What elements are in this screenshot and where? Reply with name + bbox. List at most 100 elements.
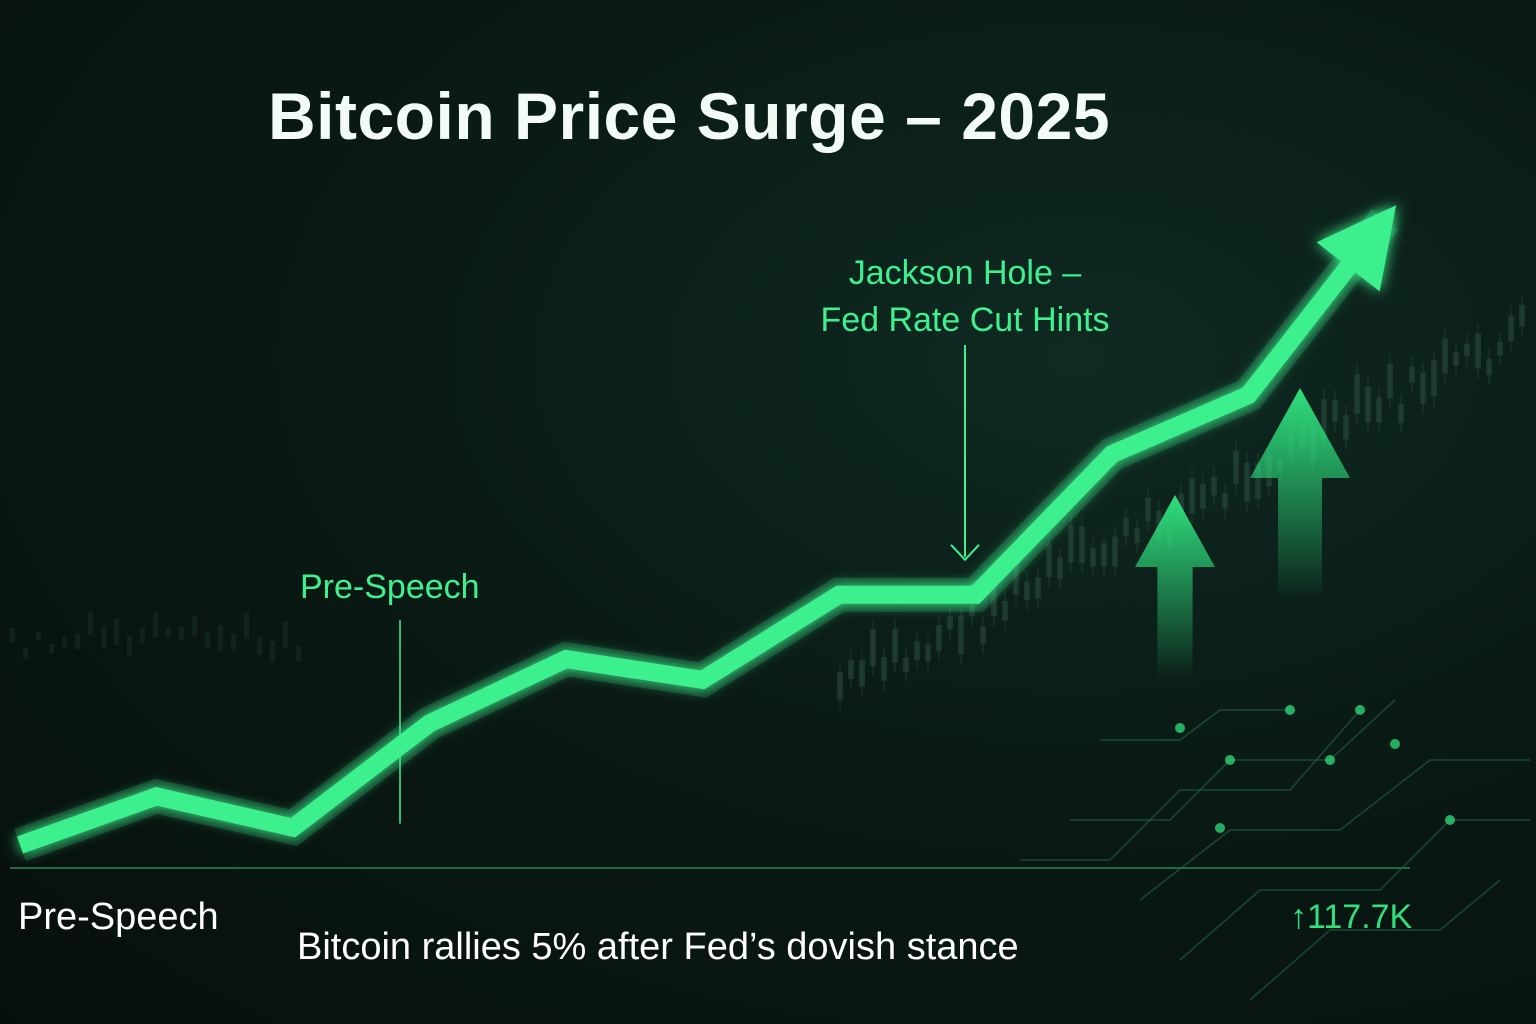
circuit-decoration <box>1020 699 1530 1001</box>
jackson-hole-pointer-head <box>950 544 980 562</box>
bg-candle-body <box>1024 581 1030 601</box>
bg-candle-body <box>1079 526 1085 564</box>
annotation-pre-speech: Pre-Speech <box>300 568 480 606</box>
bg-candle-body <box>101 625 106 649</box>
bg-candle-body <box>140 627 145 644</box>
bg-candle-body <box>257 636 262 655</box>
bg-candle-body <box>218 625 223 652</box>
bg-candle-body <box>1376 397 1382 423</box>
bg-candle-body <box>848 660 854 679</box>
bg-candle-body <box>1519 304 1525 327</box>
bg-candle-body <box>270 640 275 663</box>
bg-candle-body <box>1431 360 1437 397</box>
bg-candle-body <box>1354 374 1360 414</box>
bg-candle-body <box>947 616 953 630</box>
bg-candle-body <box>980 626 986 644</box>
circuit-trace <box>1249 879 1501 1001</box>
bg-candle-body <box>859 660 865 687</box>
bg-candle-body <box>1497 341 1503 356</box>
bg-candle-body <box>231 634 236 651</box>
bg-candle-body <box>192 615 197 636</box>
bg-candle-body <box>1112 536 1118 567</box>
bg-candle-body <box>1134 528 1140 544</box>
annotation-jackson-hole-line-2: Fed Rate Cut Hints <box>820 301 1110 339</box>
bg-candle-body <box>1453 352 1459 366</box>
bg-candle-body <box>1123 517 1129 537</box>
bg-candle-body <box>36 631 41 640</box>
bg-candle-body <box>1145 497 1151 522</box>
bg-candle-body <box>1365 386 1371 423</box>
bg-candle-body <box>1244 462 1250 502</box>
circuit-trace <box>1179 819 1530 961</box>
bg-candle-body <box>283 621 288 649</box>
bg-candle-body <box>244 612 249 639</box>
bg-candle-body <box>205 632 210 649</box>
chart-caption: Bitcoin rallies 5% after Fed’s dovish st… <box>297 926 1019 968</box>
bg-candle-body <box>1398 403 1404 424</box>
background-candlesticks <box>10 294 1525 710</box>
circuit-node <box>1355 705 1365 715</box>
circuit-node <box>1285 705 1295 715</box>
bg-candle-body <box>1090 548 1096 567</box>
price-series <box>14 205 1399 862</box>
bg-candle-body <box>114 618 119 646</box>
circuit-node <box>1325 755 1335 765</box>
bg-candle-body <box>1442 338 1448 374</box>
series-arrowhead-icon <box>1316 205 1397 292</box>
bg-candle-body <box>88 612 93 636</box>
bg-candle-body <box>1200 484 1206 509</box>
bg-candle-body <box>958 615 964 655</box>
bg-candle-body <box>870 629 876 666</box>
bg-candle-body <box>914 641 920 660</box>
bg-candle-body <box>837 671 843 700</box>
bg-candle-body <box>903 657 909 672</box>
circuit-trace <box>1020 709 1361 861</box>
bg-candle-body <box>892 628 898 663</box>
bg-candle-body <box>166 628 171 638</box>
bg-candle-body <box>1211 476 1217 496</box>
up-tick-icon: ↑ <box>1290 898 1307 936</box>
bg-candle-body <box>1002 600 1008 621</box>
bg-candle-body <box>1420 372 1426 405</box>
bg-candle-body <box>1409 366 1415 383</box>
bg-candle-body <box>925 644 931 661</box>
bg-candle-body <box>1387 363 1393 399</box>
bg-candle-body <box>936 625 942 651</box>
bg-candle-body <box>296 645 301 662</box>
bg-candle-body <box>1255 462 1261 499</box>
decorative-up-arrows <box>1135 388 1350 680</box>
up-arrow-icon <box>1250 388 1350 600</box>
bg-candle-body <box>1101 543 1107 567</box>
chart-title: Bitcoin Price Surge – 2025 <box>268 79 1111 153</box>
bg-candle-body <box>1189 478 1195 514</box>
bg-candle-body <box>1508 315 1514 342</box>
end-price-label: ↑117.7K <box>1290 898 1412 937</box>
bg-candle-body <box>1035 577 1041 599</box>
circuit-node <box>1445 815 1455 825</box>
x-start-label: Pre-Speech <box>18 896 219 938</box>
bg-candle-body <box>991 589 997 617</box>
annotation-jackson-hole: Jackson Hole – Fed Rate Cut Hints <box>800 250 1130 344</box>
bg-candle-body <box>23 647 28 659</box>
up-arrow-icon <box>1135 495 1215 680</box>
circuit-trace <box>1139 759 1530 901</box>
bg-candle-body <box>1475 333 1481 369</box>
circuit-node <box>1175 723 1185 733</box>
bg-candle-body <box>49 643 54 654</box>
bg-candle-body <box>1222 493 1228 509</box>
bg-candle-body <box>127 635 132 657</box>
circuit-node <box>1215 823 1225 833</box>
bg-candle-body <box>75 633 80 650</box>
series-line <box>16 213 1393 854</box>
bg-candle-body <box>153 611 158 638</box>
bg-candle-body <box>881 657 887 681</box>
circuit-trace <box>1100 709 1290 741</box>
annotation-pointers <box>399 345 980 824</box>
bg-candle-body <box>1464 343 1470 357</box>
circuit-node <box>1225 755 1235 765</box>
end-price-value: 117.7K <box>1307 898 1413 936</box>
bg-candle-body <box>1013 555 1019 595</box>
bg-candle-body <box>179 626 184 641</box>
